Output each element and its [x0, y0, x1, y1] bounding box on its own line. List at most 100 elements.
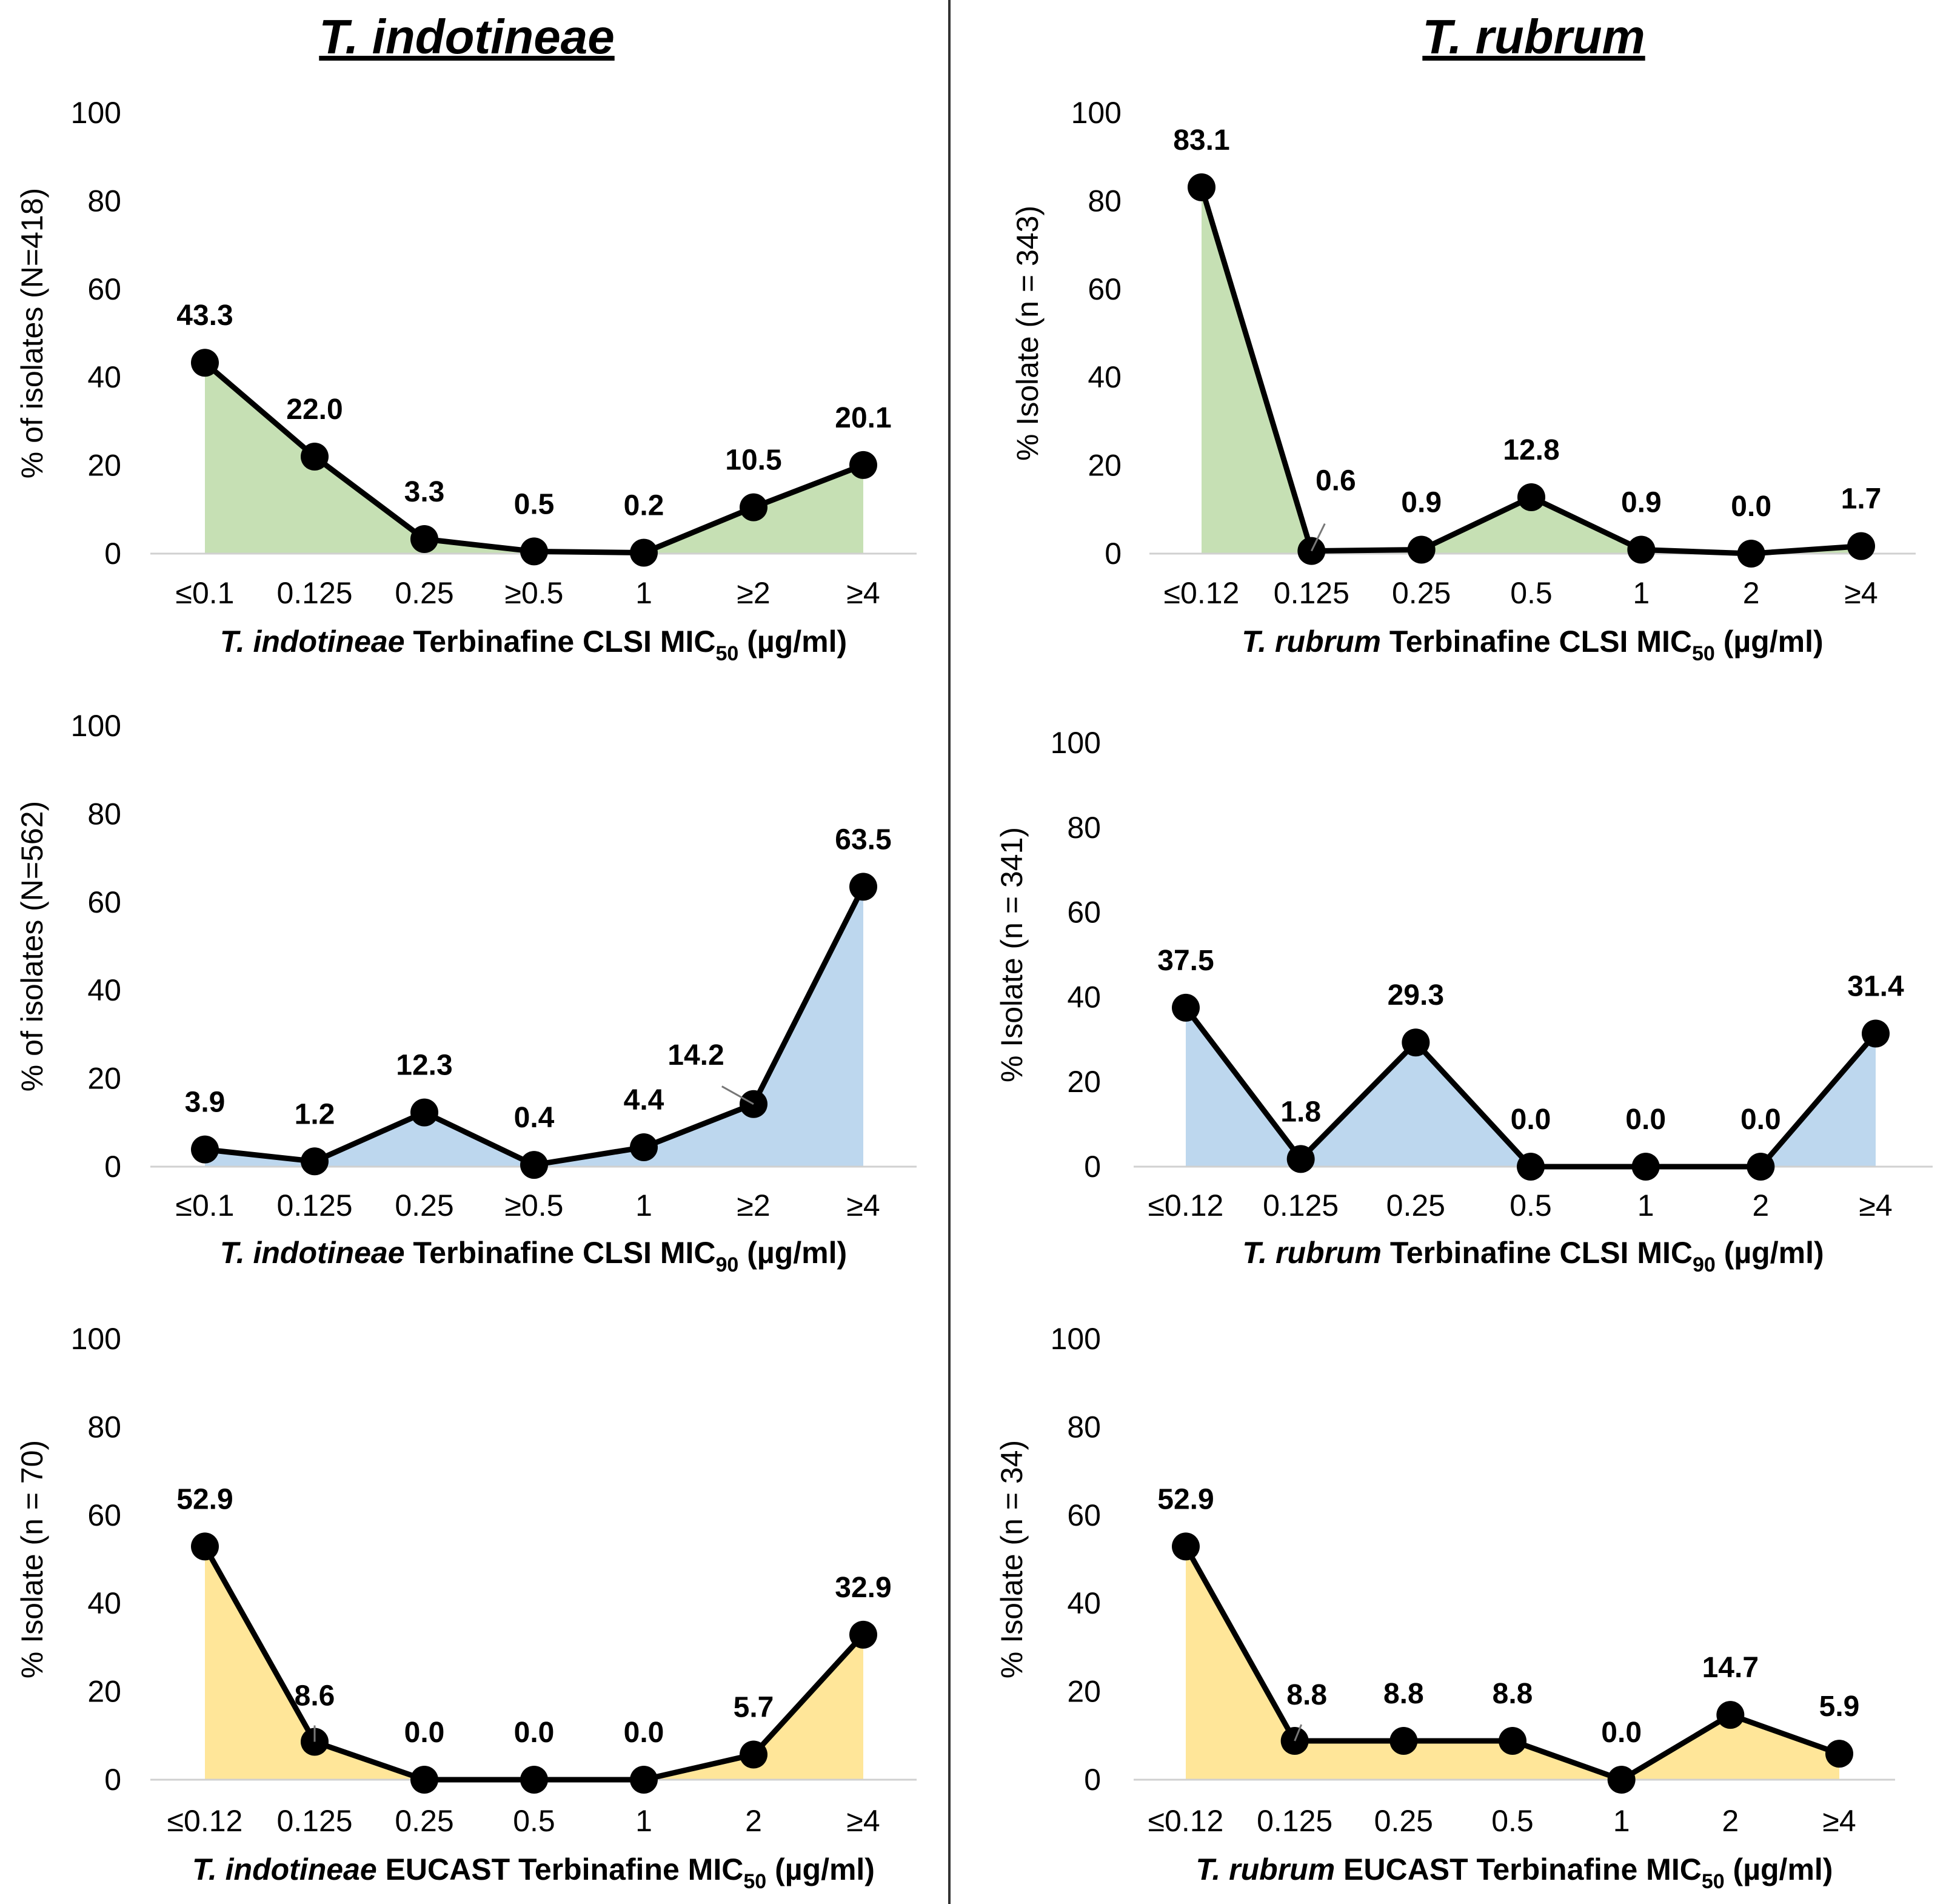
y-tick-label: 100: [71, 1322, 121, 1356]
x-tick-label: 0.125: [1263, 1188, 1339, 1222]
x-tick-label: ≤0.12: [167, 1804, 243, 1838]
data-label: 22.0: [286, 394, 343, 426]
x-tick-label: 0.25: [395, 1804, 453, 1838]
x-tick-label: ≥4: [846, 1188, 880, 1222]
y-tick-label: 80: [87, 184, 121, 218]
data-label: 14.7: [1702, 1652, 1759, 1684]
data-point: [849, 1620, 877, 1649]
y-tick-label: 80: [87, 1410, 121, 1444]
data-label: 0.9: [1401, 486, 1442, 518]
data-label: 12.3: [396, 1050, 452, 1082]
y-tick-label: 20: [87, 449, 121, 483]
x-tick-label: ≥4: [846, 576, 880, 610]
y-axis-label: % of isolates (N=418): [15, 188, 49, 478]
y-tick-label: 40: [1067, 1586, 1101, 1620]
y-axis-label: % Isolate (n = 343): [1011, 206, 1045, 461]
x-tick-label: 1: [635, 576, 652, 610]
y-tick-label: 60: [87, 885, 121, 919]
data-label: 83.1: [1173, 124, 1229, 156]
chart-ti-clsi-mic50: 0 20 40 60 80 100 % of isolates (N=418) 43.3 ≤0.…: [15, 96, 917, 665]
y-tick-label: 0: [104, 537, 121, 571]
y-axis-label: % Isolate (n = 341): [995, 827, 1029, 1082]
x-tick-label: 0.5: [1510, 576, 1553, 610]
x-tick-label: ≤0.12: [1148, 1188, 1224, 1222]
y-tick-label: 60: [87, 272, 121, 306]
data-point: [1862, 1019, 1890, 1048]
y-tick-label: 80: [87, 797, 121, 831]
data-label: 0.6: [1316, 465, 1356, 497]
data-point: [1286, 1145, 1315, 1173]
x-tick-label: 2: [1743, 576, 1760, 610]
y-tick-label: 40: [1088, 360, 1122, 394]
chart-tr-clsi-mic90: 0 20 40 60 80 100 % Isolate (n = 341) 37.5 ≤0.12…: [995, 726, 1933, 1276]
x-tick-label: 0.125: [276, 1188, 352, 1222]
data-label: 8.6: [295, 1680, 335, 1712]
data-point: [1172, 993, 1200, 1022]
x-tick-label: 2: [1722, 1804, 1739, 1838]
y-tick-label: 40: [1067, 980, 1101, 1014]
x-tick-label: 0.125: [1257, 1804, 1332, 1838]
series-area: [1186, 1546, 1839, 1780]
y-axis-label: % Isolate (n = 70): [15, 1440, 49, 1678]
data-label: 0.0: [1511, 1104, 1551, 1136]
data-label: 0.0: [404, 1717, 445, 1749]
data-label: 8.8: [1383, 1678, 1424, 1710]
x-tick-label: 0.125: [1274, 576, 1349, 610]
x-tick-label: 1: [635, 1804, 652, 1838]
chart-tr-clsi-mic50: 0 20 40 60 80 100 % Isolate (n = 343) 83.1 ≤0.12…: [1011, 96, 1916, 665]
y-tick-label: 100: [1051, 726, 1101, 760]
data-label: 5.9: [1819, 1691, 1860, 1723]
x-tick-label: ≥0.5: [505, 1188, 564, 1222]
x-tick-label: ≥2: [737, 1188, 770, 1222]
data-label: 0.0: [624, 1717, 664, 1749]
x-tick-label: 1: [1637, 1188, 1654, 1222]
x-tick-label: ≤0.1: [176, 1188, 235, 1222]
data-label: 1.7: [1841, 483, 1882, 515]
x-tick-label: 0.25: [1374, 1804, 1433, 1838]
y-tick-label: 20: [87, 1675, 121, 1709]
data-label: 5.7: [734, 1692, 774, 1724]
data-point: [301, 443, 329, 471]
data-point: [1825, 1740, 1853, 1768]
x-tick-label: 2: [1752, 1188, 1769, 1222]
y-axis-label: % Isolate (n = 34): [995, 1440, 1029, 1678]
data-label: 52.9: [1157, 1483, 1214, 1515]
data-label: 0.0: [1625, 1104, 1666, 1136]
chart-tr-eucast-mic50: 0 20 40 60 80 100 % Isolate (n = 34) 52.9 ≤0.12 8…: [995, 1322, 1895, 1893]
data-label: 0.0: [1731, 491, 1771, 523]
data-point: [1847, 532, 1875, 560]
data-point: [410, 525, 438, 554]
data-point: [191, 349, 219, 377]
data-label: 14.2: [667, 1039, 724, 1071]
series-line: [1183, 1006, 1878, 1170]
x-tick-label: 1: [1633, 576, 1650, 610]
x-tick-label: ≥4: [1859, 1188, 1892, 1222]
data-label: 20.1: [835, 402, 891, 434]
data-point: [740, 493, 767, 521]
x-tick-label: 1: [635, 1188, 652, 1222]
y-tick-label: 60: [1067, 1498, 1101, 1532]
data-point: [410, 1766, 438, 1794]
y-tick-label: 60: [87, 1498, 121, 1532]
x-axis-label: T. indotineae Terbinafine CLSI MIC90 (µg…: [220, 1236, 847, 1276]
data-point: [1737, 540, 1765, 568]
data-point: [1188, 173, 1215, 201]
chart-ti-clsi-mic90: 0 20 40 60 80 100 % of isolates (N=562) 3.9 ≤0.1…: [15, 709, 917, 1276]
data-point: [849, 873, 877, 901]
y-tick-label: 20: [1088, 449, 1122, 483]
y-tick-label: 80: [1067, 811, 1101, 845]
data-label: 31.4: [1847, 971, 1904, 1003]
leader-line: [1294, 1724, 1303, 1741]
data-point: [191, 1135, 219, 1164]
data-point: [1716, 1701, 1745, 1729]
y-tick-label: 0: [104, 1763, 121, 1797]
y-tick-label: 60: [1088, 272, 1122, 306]
data-point: [1627, 535, 1656, 564]
x-tick-label: ≤0.12: [1148, 1804, 1224, 1838]
data-point: [520, 1766, 548, 1794]
data-label: 3.9: [185, 1087, 226, 1119]
data-point: [630, 1133, 658, 1162]
x-tick-label: 0.25: [1386, 1188, 1445, 1222]
data-label: 1.8: [1280, 1096, 1321, 1128]
data-point: [1389, 1727, 1418, 1755]
